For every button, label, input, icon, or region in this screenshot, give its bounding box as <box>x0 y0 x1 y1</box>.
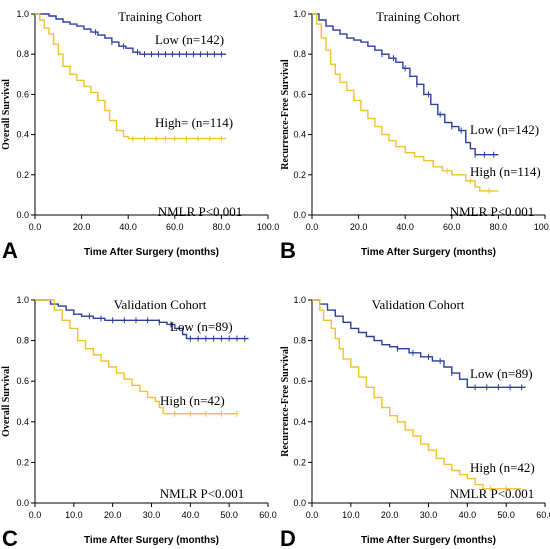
y-axis-label: Recurrence-Free Survival <box>280 346 291 457</box>
x-tick-label: 80.0 <box>213 222 231 232</box>
x-tick-label: 20.0 <box>104 510 122 520</box>
y-tick-label: 0.8 <box>293 336 306 346</box>
y-tick-label: 0.8 <box>16 49 29 59</box>
x-axis-label: Time After Surgery (months) <box>361 535 496 546</box>
x-tick-label: 30.0 <box>143 510 161 520</box>
survival-curve-high <box>312 299 522 490</box>
p-value-annotation: NMLR P<0.001 <box>160 486 245 501</box>
x-tick-label: 20.0 <box>73 222 91 232</box>
chart-title: Training Cohort <box>376 9 460 24</box>
x-tick-label: 40.0 <box>396 222 414 232</box>
x-axis-label: Time After Surgery (months) <box>84 535 219 546</box>
p-value-annotation: NMLR P<0.001 <box>158 204 243 219</box>
series-label-high: High (n=42) <box>470 460 535 475</box>
y-tick-label: 1.0 <box>293 295 306 305</box>
y-tick-label: 0.4 <box>293 417 306 427</box>
x-axis-label: Time After Surgery (months) <box>361 247 496 258</box>
y-tick-label: 0.6 <box>16 89 29 99</box>
y-tick-label: 1.0 <box>293 9 306 19</box>
y-tick-label: 0.8 <box>16 336 29 346</box>
x-tick-label: 0.0 <box>29 510 42 520</box>
y-tick-label: 0.2 <box>16 457 29 467</box>
series-label-high: High (n=42) <box>160 393 225 408</box>
p-value-annotation: NMLR P<0.001 <box>450 486 535 501</box>
x-tick-label: 60.0 <box>443 222 461 232</box>
y-tick-label: 0.6 <box>293 89 306 99</box>
x-tick-label: 50.0 <box>220 510 238 520</box>
y-axis-label: Overall Survival <box>1 366 12 437</box>
series-label-low: Low (n=142) <box>155 32 224 47</box>
y-tick-label: 0.4 <box>16 417 29 427</box>
panel-b: 0.0 20.0 40.0 60.0 80.0 100.0 0.0 0.2 0.4 0.6 0.8 1… <box>280 9 550 263</box>
series-label-low: Low (n=89) <box>170 319 233 334</box>
p-value-annotation: NMLR P<0.001 <box>450 204 535 219</box>
series-label-high: High (n=114) <box>470 164 541 179</box>
chart-title: Validation Cohort <box>114 297 207 312</box>
y-tick-label: 0.8 <box>293 49 306 59</box>
x-tick-label: 10.0 <box>342 510 360 520</box>
x-tick-label: 50.0 <box>497 510 515 520</box>
survival-curve-low <box>35 13 227 55</box>
y-axis-label: Recurrence-Free Survival <box>280 59 291 170</box>
series-label-high: High= (n=114) <box>155 115 233 130</box>
panel-letter: D <box>280 526 296 549</box>
panel-letter: A <box>2 238 18 263</box>
x-tick-label: 40.0 <box>459 510 477 520</box>
x-tick-label: 20.0 <box>381 510 399 520</box>
survival-curve-high <box>312 13 499 192</box>
series-label-low: Low (n=89) <box>470 366 533 381</box>
y-tick-label: 1.0 <box>16 9 29 19</box>
y-tick-label: 0.4 <box>16 130 29 140</box>
panel-a: 0.0 20.0 40.0 60.0 80.0 100.0 0.0 0.2 0.4 0.6 0.8 1… <box>1 9 279 263</box>
y-tick-label: 0.2 <box>16 170 29 180</box>
y-tick-label: 0.0 <box>293 498 306 508</box>
y-tick-label: 0.2 <box>293 170 306 180</box>
x-axis-label: Time After Surgery (months) <box>84 247 219 258</box>
y-tick-label: 0.0 <box>16 498 29 508</box>
x-tick-label: 100.0 <box>257 222 280 232</box>
y-tick-label: 0.0 <box>293 210 306 220</box>
x-tick-label: 0.0 <box>306 510 319 520</box>
x-tick-label: 40.0 <box>182 510 200 520</box>
x-tick-label: 10.0 <box>65 510 83 520</box>
y-tick-label: 0.4 <box>293 130 306 140</box>
survival-curve-high <box>35 13 227 140</box>
y-tick-label: 0.0 <box>16 210 29 220</box>
y-tick-label: 0.6 <box>16 376 29 386</box>
survival-curve-low <box>312 299 526 388</box>
x-tick-label: 60.0 <box>536 510 550 520</box>
panel-letter: C <box>2 526 18 549</box>
survival-curve-low <box>35 299 249 340</box>
y-axis-label: Overall Survival <box>1 79 12 150</box>
x-tick-label: 100.0 <box>534 222 550 232</box>
y-tick-label: 0.2 <box>293 457 306 467</box>
chart-title: Training Cohort <box>118 9 202 24</box>
survival-curve-high <box>35 299 237 415</box>
x-tick-label: 0.0 <box>306 222 319 232</box>
panel-letter: B <box>280 238 296 263</box>
x-tick-label: 80.0 <box>490 222 508 232</box>
y-tick-label: 1.0 <box>16 295 29 305</box>
chart-title: Validation Cohort <box>372 297 465 312</box>
panel-d: 0.0 10.0 20.0 30.0 40.0 50.0 60.0 0.0 0.2 0.4 0.6 0… <box>280 295 550 549</box>
x-tick-label: 0.0 <box>29 222 42 232</box>
x-tick-label: 30.0 <box>420 510 438 520</box>
x-tick-label: 40.0 <box>119 222 137 232</box>
x-tick-label: 60.0 <box>259 510 277 520</box>
x-tick-label: 60.0 <box>166 222 184 232</box>
survival-curve-low <box>312 13 499 156</box>
panel-c: 0.0 10.0 20.0 30.0 40.0 50.0 60.0 0.0 0.2 0.4 0.6 0… <box>1 295 277 549</box>
x-tick-label: 20.0 <box>350 222 368 232</box>
series-label-low: Low (n=142) <box>470 122 539 137</box>
y-tick-label: 0.6 <box>293 376 306 386</box>
